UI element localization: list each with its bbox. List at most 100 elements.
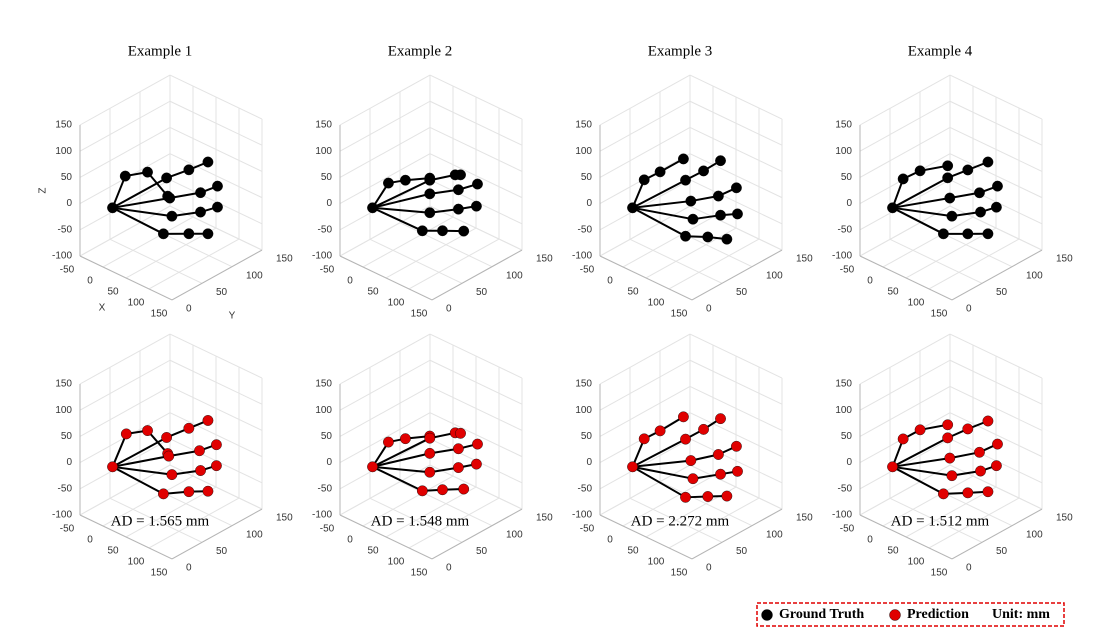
bone: [632, 465, 687, 499]
grid-line: [339, 74, 431, 126]
joint: [195, 206, 206, 218]
grid-line: [859, 333, 951, 385]
axis-line: [171, 508, 263, 560]
annotation: AD = 2.272 mm: [631, 513, 730, 529]
bone: [372, 206, 430, 214]
grid-line: [949, 126, 1043, 172]
joint: [627, 461, 638, 473]
y-tick-label: 100: [506, 270, 523, 281]
z-tick-label: -50: [58, 224, 73, 235]
z-tick-label: 0: [66, 198, 72, 209]
joint: [183, 164, 195, 176]
grid-line: [102, 475, 194, 527]
y-tick-label: 100: [246, 270, 263, 281]
joint: [942, 419, 954, 431]
grid-line: [949, 412, 1043, 458]
z-tick-label: -50: [838, 483, 853, 494]
grid-line: [928, 238, 1020, 290]
joint: [437, 225, 448, 237]
axis-line: [171, 249, 263, 301]
joint: [698, 165, 709, 177]
y-tick-label: 0: [706, 563, 712, 574]
joint: [142, 425, 153, 436]
y-tick-label: 150: [536, 513, 553, 524]
y-tick-label: 50: [996, 287, 1008, 298]
bone: [632, 459, 691, 468]
grid-line: [408, 497, 500, 549]
joint: [654, 425, 666, 437]
y-tick-label: 100: [506, 529, 523, 540]
joint: [471, 458, 482, 470]
joint: [982, 228, 994, 240]
bone: [372, 206, 423, 232]
grid-line: [169, 385, 263, 431]
joint: [732, 208, 743, 220]
joint: [202, 228, 214, 240]
z-tick-label: 0: [586, 198, 592, 209]
joint: [721, 490, 733, 502]
grid-line: [79, 386, 171, 437]
joint: [158, 488, 169, 500]
y-tick-label: 50: [736, 546, 748, 557]
panel-title: Example 4: [908, 43, 973, 59]
bone: [112, 177, 168, 209]
annotation: AD = 1.512 mm: [891, 513, 990, 529]
z-tick-label: 150: [55, 379, 72, 390]
joint: [452, 184, 464, 196]
grid-line: [339, 359, 431, 411]
x-tick-label: -50: [60, 265, 75, 276]
joint: [452, 443, 464, 455]
joint: [962, 164, 974, 176]
legend-marker: [889, 609, 901, 621]
z-tick-label: 150: [835, 120, 852, 131]
grid-line: [689, 333, 783, 379]
z-tick-label: 100: [575, 146, 592, 157]
grid-line: [125, 486, 217, 538]
z-tick-label: 100: [835, 405, 852, 416]
joint: [472, 178, 483, 190]
y-tick-label: 0: [966, 304, 972, 315]
joint: [166, 469, 178, 481]
joint: [455, 169, 466, 181]
joint: [107, 202, 118, 214]
joint: [183, 486, 195, 498]
grid-line: [599, 464, 691, 516]
bone: [111, 433, 128, 468]
grid-line: [148, 238, 240, 290]
z-tick-label: -50: [58, 483, 73, 494]
bone: [632, 206, 694, 221]
grid-line: [599, 205, 691, 257]
grid-line: [369, 497, 463, 543]
bone: [112, 197, 170, 209]
axis-line: [431, 249, 523, 301]
joint: [897, 433, 909, 445]
x-tick-label: 50: [887, 546, 899, 557]
joint: [627, 202, 638, 214]
z-tick-label: -50: [318, 483, 333, 494]
x-tick-label: 0: [87, 276, 93, 287]
joint: [991, 460, 1002, 472]
axis-line: [859, 514, 953, 560]
joint: [721, 233, 733, 245]
x-tick-label: -50: [580, 524, 595, 535]
joint: [202, 485, 214, 497]
x-tick-label: 0: [87, 535, 93, 546]
joint: [194, 445, 205, 457]
y-tick-label: 150: [1056, 254, 1073, 265]
joint: [992, 180, 1003, 192]
grid-line: [169, 333, 263, 379]
z-tick-label: 100: [315, 405, 332, 416]
x-tick-label: 150: [151, 309, 168, 320]
joint: [982, 486, 994, 498]
y-tick-label: 150: [796, 254, 813, 265]
z-tick-label: 100: [835, 146, 852, 157]
grid-line: [369, 238, 463, 284]
x-tick-label: 150: [671, 568, 688, 579]
bone: [892, 457, 950, 468]
x-tick-label: 150: [411, 309, 428, 320]
x-tick-label: 150: [931, 309, 948, 320]
grid-line: [689, 126, 783, 172]
joint: [680, 174, 691, 186]
grid-line: [339, 153, 431, 205]
joint: [455, 427, 466, 439]
